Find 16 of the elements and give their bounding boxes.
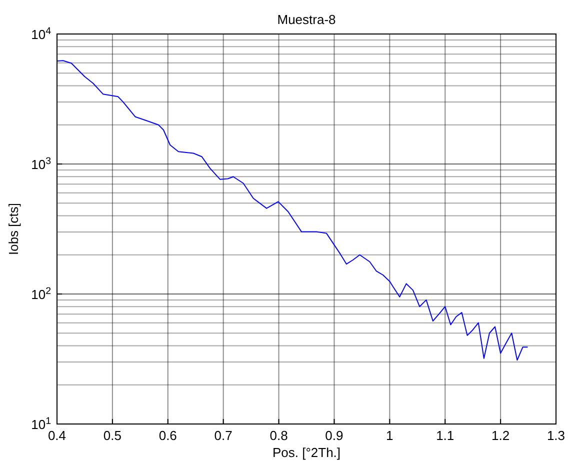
y-tick-label: 10$^{3}$ — [31, 156, 51, 172]
x-tick-label: 0.7 — [214, 428, 232, 443]
chart-title: Muestra-8 — [277, 12, 336, 27]
x-tick-label: 1.1 — [436, 428, 454, 443]
line-series — [56, 60, 528, 361]
x-tick-label: 1.3 — [546, 428, 566, 443]
x-tick-label: 0.6 — [158, 428, 177, 443]
x-tick-label: 1 — [386, 428, 394, 443]
x-axis-title: Pos. [°2Th.] — [272, 445, 341, 460]
y-tick-label: 10$^{2}$ — [31, 286, 51, 302]
x-tick-label: 1.2 — [492, 428, 510, 443]
x-tick-label: 0.5 — [103, 428, 122, 443]
x-tick-label: 0.8 — [270, 428, 288, 443]
x-tick-label: 0.9 — [325, 428, 344, 443]
y-tick-label: 10$^{4}$ — [31, 26, 52, 42]
y-axis-title: Iobs [cts] — [6, 202, 21, 256]
